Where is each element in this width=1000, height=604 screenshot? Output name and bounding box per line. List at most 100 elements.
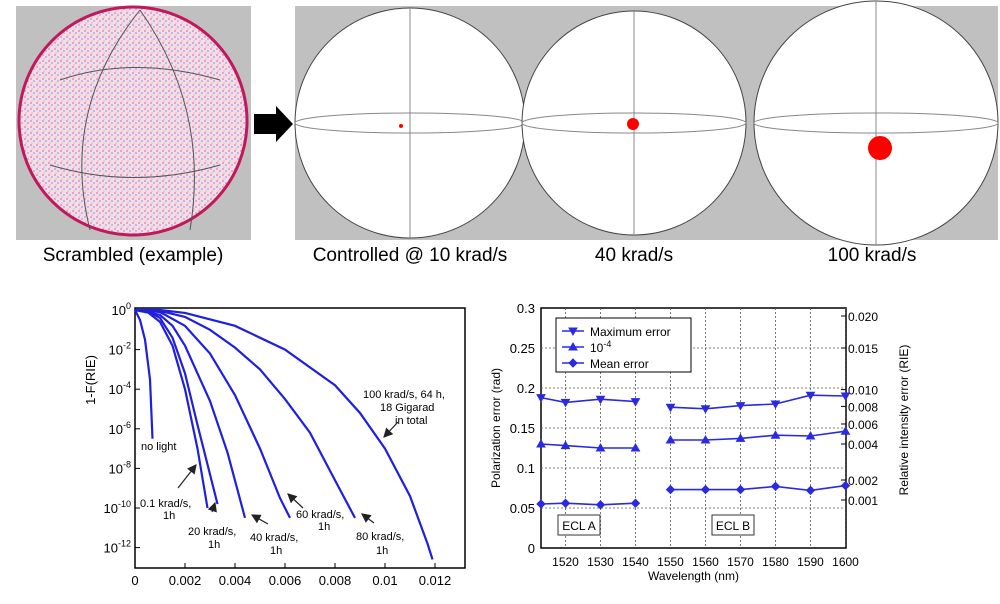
curve-annotation: 0.1 krad/s, bbox=[140, 498, 191, 510]
data-point bbox=[700, 434, 711, 444]
y-axis-label: 1-F(RIE) bbox=[83, 355, 98, 405]
legend-marker bbox=[568, 327, 578, 337]
series-line bbox=[134, 308, 356, 519]
x-tick-label: 1570 bbox=[727, 555, 754, 569]
x-tick-label: 1590 bbox=[797, 555, 824, 569]
x-tick-label: 1600 bbox=[832, 555, 859, 569]
y-tick-label: 10-10 bbox=[104, 499, 131, 516]
sphere-latitude bbox=[59, 67, 221, 81]
y2-axis-label: Relative intensity error (RIE) bbox=[897, 345, 911, 496]
curve-annotation: 20 krad/s, bbox=[188, 526, 236, 538]
data-point bbox=[735, 402, 746, 411]
y-tick-label: 0.25 bbox=[510, 341, 535, 356]
curve-annotation: 1h bbox=[318, 521, 330, 533]
curve-annotation: 60 krad/s, bbox=[296, 509, 344, 521]
curve-annotation: in total bbox=[395, 415, 427, 427]
curve-annotation: 1h bbox=[270, 545, 282, 557]
data-point bbox=[595, 395, 606, 405]
y-tick-label: 0.05 bbox=[510, 501, 535, 516]
y-tick-label: 0 bbox=[528, 541, 535, 556]
curve-annotation: 1h bbox=[208, 539, 220, 551]
data-point bbox=[595, 442, 606, 452]
x-tick-label: 0.012 bbox=[419, 573, 452, 588]
data-point bbox=[665, 434, 676, 444]
annotation-arrow bbox=[361, 513, 375, 524]
label-scrambled: Scrambled (example) bbox=[43, 245, 224, 266]
x-tick-label: 1580 bbox=[762, 555, 789, 569]
curve-annotation: 40 krad/s, bbox=[250, 532, 298, 544]
annotation-arrow bbox=[287, 493, 304, 509]
series-line bbox=[540, 502, 636, 506]
y-tick-label: 10-6 bbox=[109, 420, 131, 437]
scrambled-sphere bbox=[17, 5, 249, 237]
group-label: ECL B bbox=[716, 519, 750, 533]
x-tick-label: 0 bbox=[131, 573, 138, 588]
x-tick-label: 0.004 bbox=[219, 573, 252, 588]
data-point bbox=[630, 398, 641, 407]
y-tick-label: 0.3 bbox=[517, 301, 535, 316]
data-point bbox=[630, 442, 641, 452]
series-line bbox=[670, 484, 846, 492]
annotation-arrow bbox=[383, 421, 399, 438]
y-tick-label: 10-12 bbox=[104, 539, 131, 556]
x-tick-label: 1560 bbox=[692, 555, 719, 569]
data-point bbox=[536, 499, 546, 509]
data-point bbox=[805, 430, 816, 440]
y2-tick-label: 0.004 bbox=[848, 438, 878, 452]
data-point bbox=[665, 484, 676, 495]
x-tick-label: 0.01 bbox=[372, 573, 397, 588]
data-point bbox=[805, 391, 816, 401]
data-point bbox=[700, 484, 711, 495]
y2-tick-label: 0.015 bbox=[848, 342, 878, 356]
data-point bbox=[560, 440, 571, 450]
y-tick-label: 0.1 bbox=[517, 461, 535, 476]
data-point bbox=[840, 392, 851, 402]
y2-tick-label: 0.008 bbox=[848, 400, 878, 414]
sphere-equator bbox=[49, 164, 221, 178]
polarization-spot bbox=[399, 124, 403, 128]
legend-label: Maximum error bbox=[590, 325, 671, 339]
annotation-arrow bbox=[207, 501, 217, 513]
curve-annotation: 1h bbox=[376, 545, 388, 557]
y2-tick-label: 0.002 bbox=[848, 474, 878, 488]
data-point bbox=[770, 481, 781, 492]
y-tick-label: 100 bbox=[112, 301, 131, 318]
spheres bbox=[294, 0, 999, 246]
series-line bbox=[134, 309, 154, 439]
data-point bbox=[770, 400, 781, 410]
series-line bbox=[670, 430, 846, 441]
legend-label: 10-4 bbox=[590, 339, 611, 355]
series-line bbox=[670, 394, 846, 410]
x-tick-label: 0.006 bbox=[269, 573, 302, 588]
plot-frame bbox=[134, 307, 466, 569]
curve-annotation: 100 krad/s, 64 h, bbox=[363, 389, 445, 401]
group-label: ECL A bbox=[562, 519, 596, 533]
label-10krad: Controlled @ 10 krad/s bbox=[313, 245, 508, 266]
data-point bbox=[536, 438, 546, 448]
series-line bbox=[135, 308, 434, 560]
rie-distribution-chart: 0 0.002 0.004 0.006 0.008 0.01 0.012 100 10-2 10-… bbox=[83, 301, 466, 588]
polarization-error-chart: 1520 1530 1540 1550 1560 1570 1580 1590 1600 0 0.0… bbox=[489, 301, 911, 583]
y2-tick-label: 0.010 bbox=[848, 384, 878, 398]
data-point bbox=[700, 405, 711, 414]
label-40krad: 40 krad/s bbox=[595, 245, 673, 266]
group-label-box bbox=[711, 514, 755, 536]
data-point bbox=[536, 394, 546, 403]
x-tick-label: 0.002 bbox=[169, 573, 202, 588]
group-label-box bbox=[557, 514, 601, 536]
y2-tick-label: 0.006 bbox=[848, 418, 878, 432]
series-line bbox=[540, 443, 636, 449]
curve-annotation: no light bbox=[141, 441, 176, 453]
annotation-arrow bbox=[250, 514, 269, 525]
right-arrow-icon bbox=[254, 106, 293, 142]
data-point bbox=[735, 433, 746, 442]
curve-annotation: 80 krad/s, bbox=[356, 531, 404, 543]
data-point bbox=[840, 426, 851, 435]
x-tick-label: 1520 bbox=[552, 555, 579, 569]
scrambled-sphere-panel bbox=[16, 5, 251, 240]
annotation-arrow bbox=[177, 464, 197, 489]
series-line bbox=[134, 308, 291, 519]
y2-tick-label: 0.020 bbox=[848, 310, 878, 324]
